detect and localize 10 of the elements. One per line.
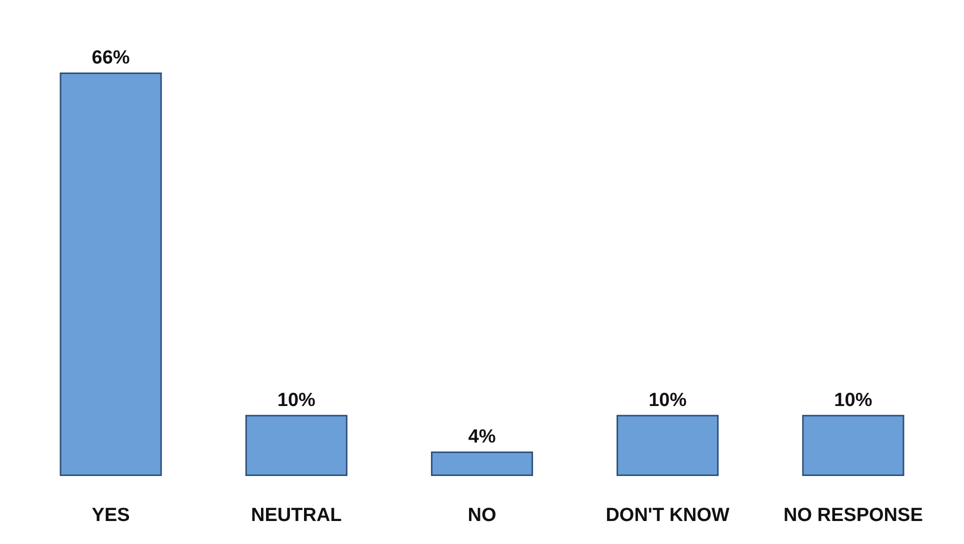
x-tick-label: YES [92,505,130,526]
data-label: 66% [92,47,130,68]
data-label: 10% [834,390,872,411]
data-label: 4% [468,426,496,448]
data-label: 10% [277,390,316,411]
x-tick-label: NEUTRAL [251,505,342,526]
data-label: 10% [648,390,687,411]
x-tick-label: DON'T KNOW [606,505,730,526]
x-tick-label: NO [468,505,496,526]
x-tick-label: NO RESPONSE [784,505,923,526]
